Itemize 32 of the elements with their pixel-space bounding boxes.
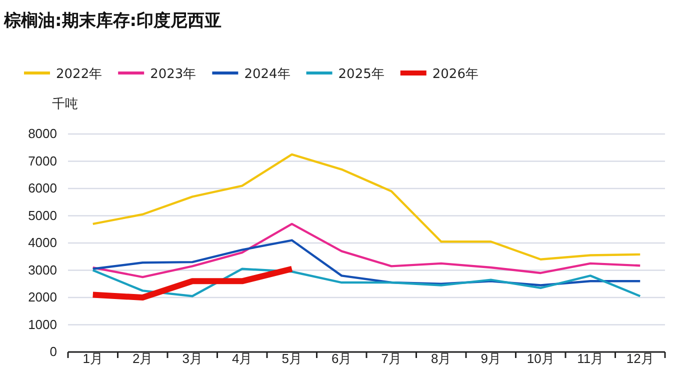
- x-tick-label: 1月: [82, 351, 103, 366]
- legend-label: 2023年: [150, 67, 196, 82]
- x-tick-label: 3月: [182, 351, 202, 366]
- x-tick-label: 2月: [132, 351, 153, 366]
- x-tick-label: 10月: [526, 351, 554, 366]
- x-tick-label: 6月: [332, 351, 352, 366]
- line-series: [92, 268, 642, 298]
- y-tick-label: 6000: [28, 180, 57, 196]
- y-tick-label: 7000: [28, 153, 57, 168]
- y-tick-label: 4000: [28, 235, 57, 250]
- legend-label: 2024年: [244, 67, 290, 82]
- line-series: [92, 239, 642, 286]
- y-tick-label: 1000: [28, 316, 57, 332]
- legend-label: 2025年: [338, 67, 384, 82]
- y-axis-title: 千吨: [52, 97, 78, 112]
- y-tick-label: 2000: [28, 290, 57, 305]
- x-tick-label: 11月: [577, 351, 604, 366]
- line-series: [92, 222, 642, 278]
- x-tick-label: 7月: [381, 351, 402, 366]
- line-series: [92, 153, 642, 260]
- y-tick-label: 0: [50, 344, 57, 360]
- x-tick-label: 4月: [232, 351, 252, 366]
- x-tick-label: 9月: [480, 351, 501, 366]
- y-tick-label: 8000: [28, 126, 57, 142]
- y-tick-label: 5000: [28, 208, 57, 223]
- y-tick-label: 3000: [28, 262, 57, 278]
- x-tick-label: 8月: [431, 351, 452, 366]
- x-tick-label: 5月: [282, 351, 302, 366]
- chart-title: 棕榈油:期末库存:印度尼西亚: [3, 11, 222, 31]
- legend-label: 2026年: [432, 67, 478, 82]
- legend-label: 2022年: [56, 67, 102, 82]
- x-tick-label: 12月: [626, 351, 654, 366]
